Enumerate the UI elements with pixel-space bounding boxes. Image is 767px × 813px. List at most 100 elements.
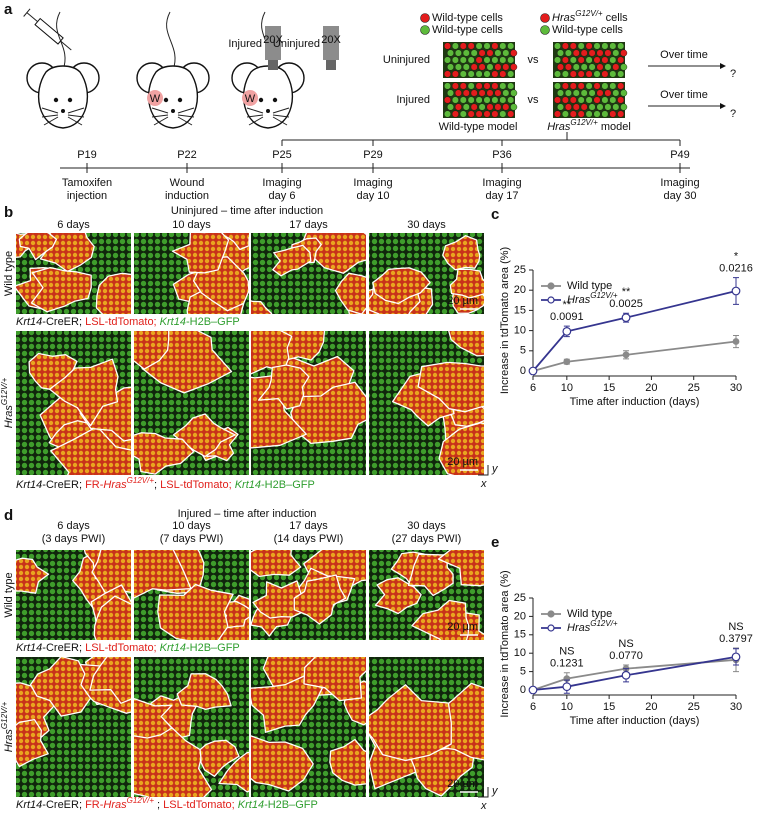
- legend-dot: [540, 25, 550, 35]
- cell: [462, 103, 470, 111]
- cell: [620, 103, 628, 111]
- cell: [444, 110, 452, 118]
- x-tick-label: 6: [530, 382, 536, 394]
- cell: [580, 103, 588, 111]
- question-label: ?: [730, 68, 736, 80]
- scale-bar-label: 20 µm: [447, 621, 478, 633]
- tdtomato-region: [290, 381, 366, 445]
- timeline-label: Wound: [170, 177, 205, 189]
- text-run: LSL-tdTomato;: [85, 316, 160, 328]
- text-run: Wild-type cells: [552, 24, 623, 36]
- text-run: Wild type: [567, 608, 612, 620]
- cell: [609, 56, 617, 64]
- wound: [147, 90, 163, 106]
- text-run: G12V/+: [570, 118, 598, 127]
- tdtomato-region: [157, 583, 234, 640]
- row-label: HrasG12V/+: [0, 377, 15, 428]
- cell: [593, 110, 601, 118]
- cell: [593, 70, 601, 78]
- y-tick-label: 10: [514, 647, 526, 659]
- cell: [593, 82, 601, 90]
- cell: [483, 42, 491, 50]
- cell: [486, 49, 494, 57]
- micrograph: [16, 550, 131, 640]
- significance: *: [734, 251, 739, 263]
- cell: [467, 82, 475, 90]
- cell: [593, 56, 601, 64]
- mouse: [136, 11, 210, 129]
- x-tick-label: 30: [730, 701, 742, 713]
- row-label: Wild type: [3, 572, 15, 617]
- data-point: [562, 682, 572, 692]
- tdtomato-region: [134, 721, 213, 797]
- tdtomato-region: [171, 233, 230, 274]
- column-header: 17 days: [289, 520, 328, 532]
- caption: Krt14-CreER; FR-HrasG12V/+; LSL-tdTomato…: [16, 476, 315, 491]
- over-time-label: Over time: [660, 49, 708, 61]
- data-point: [562, 327, 572, 336]
- text-run: G12V/+: [590, 291, 618, 300]
- cell: [491, 56, 499, 64]
- cell: [580, 89, 588, 97]
- timeline-label: day 6: [269, 190, 296, 202]
- cell: [588, 89, 596, 97]
- timeline-label: Imaging: [482, 177, 521, 189]
- cell: [577, 70, 585, 78]
- text-run: ;: [154, 479, 160, 491]
- syringe: [23, 8, 72, 51]
- tdtomato-region: [437, 550, 484, 587]
- timeline-label: Tamoxifen: [62, 177, 112, 189]
- cell: [588, 49, 596, 57]
- legend-marker: [547, 296, 555, 304]
- cell: [617, 110, 625, 118]
- cell: [577, 82, 585, 90]
- y-tick-label: 25: [514, 264, 526, 276]
- p-value: 0.0091: [550, 311, 584, 323]
- cell: [564, 103, 572, 111]
- timeline-label: Imaging: [353, 177, 392, 189]
- cell: [451, 110, 459, 118]
- cell: [451, 96, 459, 104]
- tdtomato-region: [89, 657, 131, 704]
- text-run: Krt14: [16, 316, 42, 328]
- y-tick-label: 5: [520, 345, 526, 357]
- p-value: 0.0770: [609, 650, 643, 662]
- cell: [620, 89, 628, 97]
- text-run: -H2B–GFP: [186, 316, 240, 328]
- cell: [612, 63, 620, 71]
- micrograph: [369, 331, 484, 475]
- timeline-day: P29: [363, 149, 383, 161]
- text-run: Krt14: [16, 479, 42, 491]
- tdtomato-region: [442, 235, 481, 271]
- cell: [499, 70, 507, 78]
- arrowhead: [720, 103, 726, 109]
- cell: [507, 70, 515, 78]
- micrograph: [251, 657, 366, 797]
- cell: [601, 82, 609, 90]
- text-run: G12V/+: [127, 796, 155, 805]
- caption: Krt14-CreER; FR-HrasG12V/+ ; LSL-tdTomat…: [16, 796, 318, 811]
- cell: [491, 110, 499, 118]
- cell: [459, 56, 467, 64]
- cell: [447, 89, 455, 97]
- cell: [569, 110, 577, 118]
- text-run: -H2B–GFP: [261, 479, 315, 491]
- cell: [561, 70, 569, 78]
- tdtomato-region: [16, 718, 49, 768]
- cell: [564, 89, 572, 97]
- tdtomato-region: [448, 331, 484, 357]
- caption: Krt14-CreER; LSL-tdTomato; Krt14-H2B–GFP: [16, 316, 240, 328]
- significance: NS: [728, 621, 743, 633]
- cell: [499, 56, 507, 64]
- column-header: (27 days PWI): [392, 533, 462, 545]
- cell: [444, 82, 452, 90]
- column-header: 17 days: [289, 219, 328, 231]
- y-tick-label: 15: [514, 629, 526, 641]
- tdtomato-region: [176, 673, 232, 711]
- tdtomato-region: [49, 358, 119, 427]
- text-run: cells: [603, 12, 629, 24]
- cell: [507, 96, 515, 104]
- timeline-label: Imaging: [262, 177, 301, 189]
- text-run: G12V/+: [590, 619, 618, 628]
